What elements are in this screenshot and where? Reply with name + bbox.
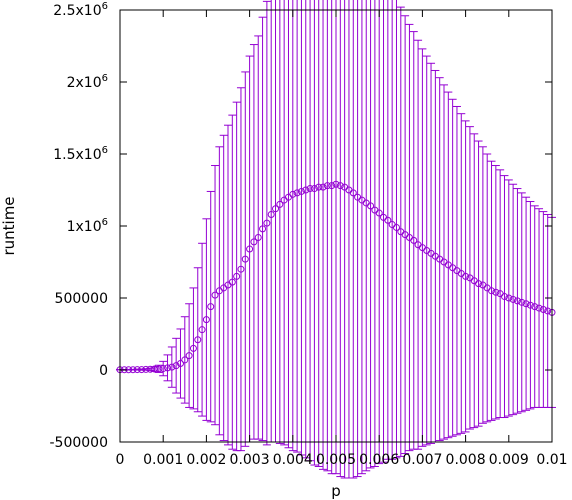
data-point: [539, 306, 547, 314]
y-tick-exponent: 6: [102, 145, 108, 156]
data-point: [211, 291, 219, 299]
data-point: [323, 182, 331, 190]
data-point: [129, 366, 137, 374]
data-point: [176, 360, 184, 368]
data-point: [172, 362, 180, 370]
data-point: [367, 202, 375, 210]
data-point: [194, 336, 202, 344]
data-point: [513, 297, 521, 305]
data-point: [302, 186, 310, 194]
x-tick-label: 0.002: [186, 452, 226, 468]
axis-ticks: 0 0.001 0.002 0.003 0.004 0.005 0.006 0.007 0.00…: [50, 1, 568, 468]
y-tick-label: -500000: [50, 435, 109, 451]
data-point: [146, 365, 154, 373]
data-point: [164, 364, 172, 372]
data-point: [159, 365, 167, 373]
data-point: [535, 304, 543, 312]
data-point: [276, 200, 284, 208]
data-point: [155, 365, 163, 373]
data-point: [263, 219, 271, 227]
data-point: [492, 288, 500, 296]
y-tick-exponent: 6: [102, 1, 108, 12]
data-point: [475, 280, 483, 288]
data-point: [289, 190, 297, 198]
x-axis-label: p: [331, 482, 341, 500]
data-point: [138, 366, 146, 374]
y-tick-label: 500000: [55, 291, 108, 307]
x-tick-label: 0.003: [230, 452, 270, 468]
y-tick-label: 1x106: [67, 217, 108, 235]
data-point: [142, 365, 150, 373]
x-tick-label: 0.004: [273, 452, 313, 468]
data-point: [207, 303, 215, 311]
data-point: [133, 366, 141, 374]
data-point: [488, 287, 496, 295]
data-point: [319, 183, 327, 191]
data-point: [462, 272, 470, 280]
data-point: [259, 225, 267, 233]
data-point: [306, 185, 314, 193]
x-tick-label: 0.007: [402, 452, 442, 468]
x-tick-label: 0.005: [316, 452, 356, 468]
data-point: [375, 209, 383, 217]
data-point: [392, 223, 400, 231]
y-axis-label: runtime: [0, 196, 18, 255]
x-tick-label: 0: [116, 452, 125, 468]
x-tick-label: 0.006: [359, 452, 399, 468]
data-point: [518, 298, 526, 306]
y-tick-label: 1.5x106: [53, 145, 108, 163]
data-point: [151, 365, 159, 373]
y-tick-label: 2x106: [67, 73, 108, 91]
data-point: [293, 189, 301, 197]
data-point: [233, 272, 241, 280]
data-point: [254, 234, 262, 242]
data-point: [246, 245, 254, 253]
y-tick-exponent: 6: [102, 217, 108, 228]
data-point: [544, 307, 552, 315]
x-tick-label: 0.009: [489, 452, 529, 468]
data-point: [185, 352, 193, 360]
data-point: [228, 278, 236, 286]
data-point: [202, 316, 210, 324]
y-tick-label: 2.5x106: [53, 1, 108, 19]
data-layer: [116, 0, 556, 479]
data-point: [349, 189, 357, 197]
data-point: [241, 255, 249, 263]
data-point: [267, 210, 275, 218]
y-tick-label: 0: [99, 363, 108, 379]
data-point: [181, 356, 189, 364]
data-point: [332, 180, 340, 188]
x-tick-label: 0.01: [536, 452, 567, 468]
data-point: [272, 205, 280, 213]
data-point: [189, 344, 197, 352]
x-tick-label: 0.008: [446, 452, 486, 468]
data-point: [522, 300, 530, 308]
data-point: [384, 216, 392, 224]
data-point: [531, 303, 539, 311]
data-point: [500, 293, 508, 301]
data-point: [509, 295, 517, 303]
data-point: [297, 187, 305, 195]
data-point: [315, 183, 323, 191]
data-point: [237, 265, 245, 273]
data-point: [198, 326, 206, 334]
data-point: [310, 185, 318, 193]
data-point: [505, 294, 513, 302]
data-point: [250, 238, 258, 246]
data-point: [336, 182, 344, 190]
data-point: [410, 236, 418, 244]
y-tick-exponent: 6: [102, 73, 108, 84]
data-point: [526, 301, 534, 309]
data-point: [328, 182, 336, 190]
x-tick-label: 0.001: [143, 452, 183, 468]
data-point: [168, 363, 176, 371]
